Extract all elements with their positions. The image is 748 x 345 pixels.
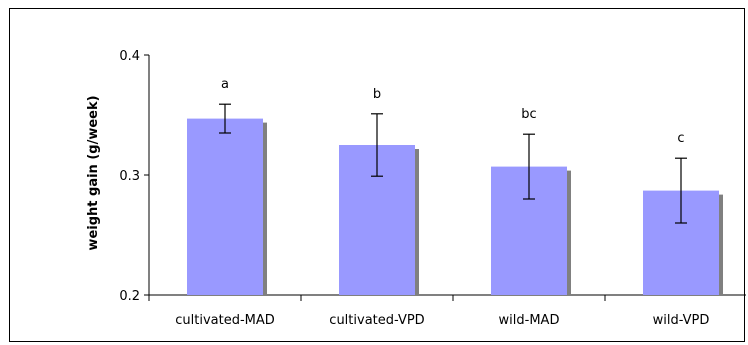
- x-category-label: wild-MAD: [499, 313, 560, 328]
- bar-chart: 0.2 0.3 0.4 a cultivated-MAD b cultivated-VPD…: [86, 49, 746, 328]
- x-category-label: cultivated-VPD: [329, 313, 424, 328]
- x-category-label: wild-VPD: [653, 313, 710, 328]
- error-bars: [219, 103, 687, 224]
- chart-frame: 0.2 0.3 0.4 a cultivated-MAD b cultivated-VPD…: [9, 8, 746, 342]
- y-axis-title: weight gain (g/week): [86, 95, 101, 250]
- y-tick-label: 0.3: [119, 169, 140, 184]
- bars: [187, 118, 723, 295]
- y-tick-label: 0.2: [119, 289, 140, 304]
- significance-letter: a: [221, 77, 229, 92]
- significance-letter: c: [677, 131, 684, 146]
- bar: [187, 118, 263, 295]
- y-tick-label: 0.4: [119, 49, 140, 64]
- labels: a cultivated-MAD b cultivated-VPD bc wild-MAD…: [175, 77, 709, 328]
- x-category-label: cultivated-MAD: [175, 313, 275, 328]
- significance-letter: b: [373, 87, 381, 102]
- significance-letter: bc: [521, 107, 536, 122]
